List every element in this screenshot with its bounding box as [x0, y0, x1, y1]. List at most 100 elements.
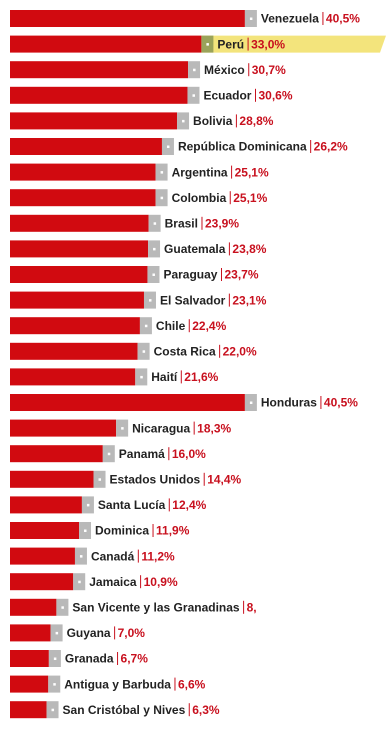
category-label: Chile	[156, 319, 186, 333]
cap-dot	[53, 683, 56, 686]
bar	[10, 291, 144, 309]
category-label: Brasil	[165, 216, 198, 230]
category-label: Estados Unidos	[110, 472, 201, 486]
cap-dot	[61, 606, 64, 609]
bar	[10, 470, 94, 488]
category-label: San Vicente y las Granadinas	[72, 600, 240, 614]
bar	[10, 266, 148, 283]
bar	[10, 624, 51, 642]
bar	[10, 547, 75, 565]
cap-dot	[166, 145, 170, 148]
cap-dot	[148, 299, 152, 302]
bar	[10, 163, 156, 181]
bar	[10, 112, 178, 130]
category-label: Granada	[65, 652, 114, 666]
value-label: 30,6%	[258, 88, 292, 102]
cap-dot	[142, 350, 146, 353]
cap-dot	[153, 222, 157, 225]
bar	[10, 701, 47, 719]
cap-dot	[182, 119, 185, 123]
category-label: Santa Lucía	[98, 498, 166, 512]
bar	[10, 86, 188, 104]
category-label: Argentina	[172, 165, 228, 179]
category-label: Bolivia	[193, 114, 233, 128]
category-label: Dominica	[95, 524, 149, 538]
bar	[10, 650, 49, 667]
category-label: México	[204, 63, 245, 77]
value-label: 12,4%	[172, 498, 206, 512]
cap-dot	[107, 452, 111, 456]
category-label: Jamaica	[89, 575, 137, 589]
value-label: 23,8%	[232, 242, 266, 256]
category-label: Colombia	[172, 191, 227, 205]
bar	[10, 240, 149, 258]
bar	[10, 522, 80, 539]
bar	[10, 61, 189, 79]
bar	[10, 598, 57, 616]
bar	[10, 138, 162, 155]
value-label: 11,2%	[141, 549, 175, 563]
category-label: Honduras	[261, 396, 317, 410]
value-label: 7,0%	[118, 626, 146, 640]
value-label: 22,0%	[223, 344, 257, 358]
cap-dot	[121, 427, 124, 430]
value-label: 21,6%	[184, 370, 218, 384]
category-label: Costa Rica	[154, 344, 216, 358]
value-label: 6,7%	[121, 652, 149, 666]
value-label: 23,1%	[232, 293, 266, 307]
category-label: República Dominicana	[178, 140, 307, 154]
cap-dot	[192, 94, 195, 97]
cap-dot	[55, 631, 59, 635]
bar	[10, 214, 149, 232]
bar	[10, 419, 117, 437]
value-label: 30,7%	[252, 63, 286, 77]
bar	[10, 573, 74, 591]
value-label: 11,9%	[156, 524, 190, 538]
category-label: Guyana	[67, 626, 111, 640]
value-label: 25,1%	[233, 191, 267, 205]
value-label: 23,9%	[205, 216, 239, 230]
value-label: 8,	[247, 600, 257, 614]
value-label: 6,6%	[178, 677, 206, 691]
value-label: 33,0%	[251, 37, 285, 51]
category-label: Guatemala	[164, 242, 226, 256]
value-label: 14,4%	[207, 472, 241, 486]
value-label: 23,7%	[224, 268, 258, 282]
category-label: El Salvador	[160, 293, 226, 307]
category-label: Perú	[217, 37, 244, 51]
cap-dot	[153, 247, 156, 251]
category-label: Paraguay	[163, 268, 217, 282]
value-label: 6,3%	[192, 703, 220, 717]
cap-dot	[249, 17, 253, 20]
category-label: Venezuela	[261, 12, 319, 26]
bar	[10, 10, 245, 27]
cap-dot	[140, 375, 143, 379]
bar	[10, 189, 156, 207]
bar	[10, 368, 136, 386]
value-label: 40,5%	[326, 12, 360, 26]
cap-dot	[160, 171, 164, 174]
value-label: 25,1%	[235, 165, 269, 179]
cap-dot	[53, 657, 57, 660]
cap-dot	[152, 273, 155, 276]
bar	[10, 35, 202, 53]
value-label: 40,5%	[324, 396, 358, 410]
value-label: 10,9%	[144, 575, 178, 589]
cap-dot	[160, 196, 164, 200]
value-label: 22,4%	[192, 319, 226, 333]
cap-dot	[206, 43, 209, 46]
category-label: Ecuador	[203, 88, 251, 102]
category-label: Panamá	[119, 447, 165, 461]
bar	[10, 496, 82, 514]
highlight-band	[201, 35, 386, 53]
cap-dot	[193, 68, 196, 72]
cap-dot	[86, 503, 90, 507]
value-label: 28,8%	[239, 114, 273, 128]
category-label: Antigua y Barbuda	[64, 677, 171, 691]
cap-dot	[51, 708, 55, 712]
bar	[10, 342, 138, 360]
bar	[10, 675, 49, 693]
cap-dot	[144, 324, 148, 328]
value-label: 16,0%	[172, 447, 206, 461]
